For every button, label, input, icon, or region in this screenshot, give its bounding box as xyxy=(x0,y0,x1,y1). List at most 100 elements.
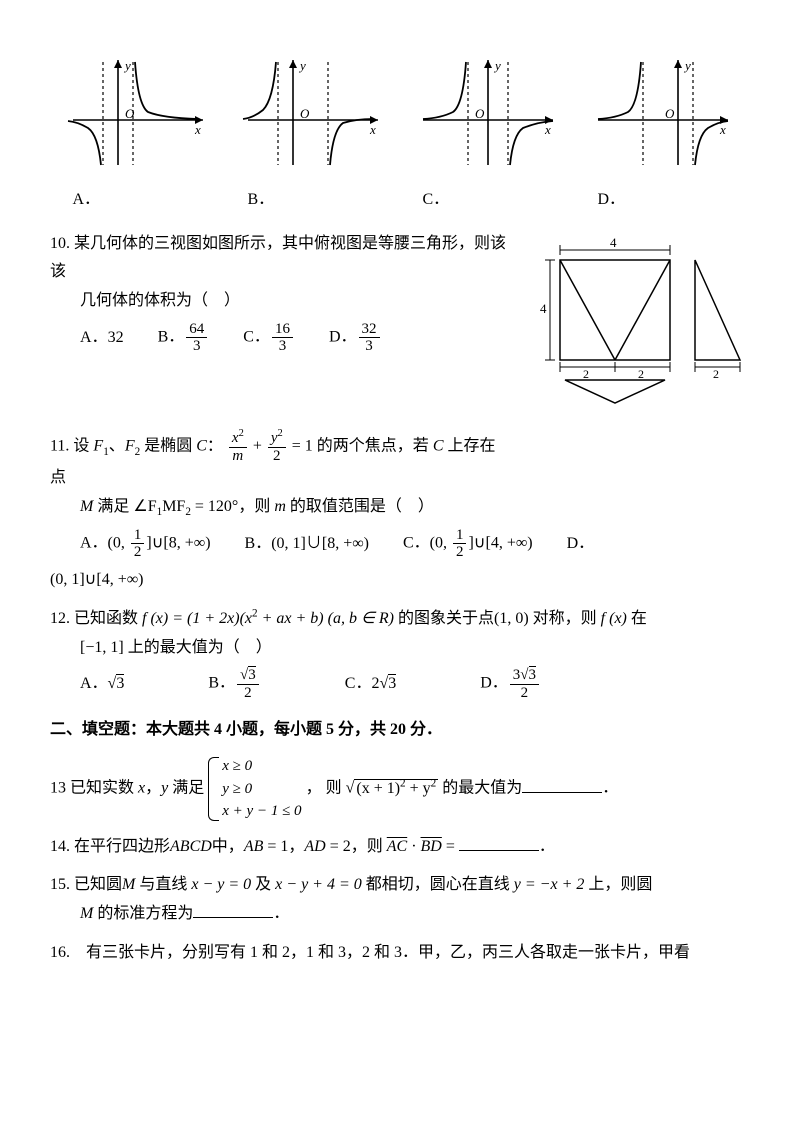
q13-sp: + y xyxy=(406,780,431,797)
q11-a-r: ]∪[8, +∞) xyxy=(146,535,210,552)
q11-line2: M 满足 ∠F1MF2 = 120°，则 m 的取值范围是（ ） xyxy=(50,493,750,522)
q11-angle: ∠F xyxy=(133,498,156,515)
q12-mid2: 的图象关于点 xyxy=(394,610,494,627)
q11-am: MF xyxy=(162,498,185,515)
q14-eq3: = xyxy=(442,838,459,855)
question-16: 16. 有三张卡片，分别写有 1 和 2，1 和 3，2 和 3．甲，乙，丙三人… xyxy=(50,939,750,968)
q13-mid: 满足 xyxy=(168,780,204,797)
q11-mid1: 是椭圆 xyxy=(144,438,192,455)
q15-l3: y = −x + 2 xyxy=(514,876,585,893)
q10-b-num: 64 xyxy=(186,321,207,339)
q11-opt-d: (0, 1]∪[4, +∞) xyxy=(50,571,143,588)
q14-prefix: 14. 在平行四边形 xyxy=(50,838,170,855)
q14-ab: AB xyxy=(244,838,264,855)
label-b: B． xyxy=(228,186,398,215)
q10-c-num: 16 xyxy=(272,321,293,339)
graph-d: O x y xyxy=(588,50,738,181)
q11-c-l: (0, xyxy=(430,535,451,552)
q14-vec2: BD xyxy=(421,838,442,855)
q15-and: 及 xyxy=(251,876,275,893)
q11-f2: F xyxy=(125,438,135,455)
q15-blank xyxy=(193,901,273,918)
q15-l2m: M xyxy=(80,905,93,922)
q11-a-n: 1 xyxy=(131,527,145,545)
q14-eq2: = 2，则 xyxy=(326,838,383,855)
q12-b-d: 2 xyxy=(237,685,259,702)
label-a: A． xyxy=(53,186,223,215)
q12-line2: [−1, 1] 上的最大值为（ ） xyxy=(50,634,750,663)
q12-c-s: 3 xyxy=(388,674,396,692)
label-d: D． xyxy=(578,186,748,215)
q13-tail: 的最大值为 xyxy=(442,780,522,797)
q11-f2d: 2 xyxy=(268,448,286,465)
q15-l2text: 的标准方程为 xyxy=(93,905,193,922)
svg-text:4: 4 xyxy=(610,235,617,250)
question-12: 12. 已知函数 f (x) = (1 + 2x)(x2 + ax + b) (… xyxy=(50,605,750,702)
q11-opt-d-line: (0, 1]∪[4, +∞) xyxy=(50,566,750,595)
q14-mid1: 中， xyxy=(212,838,244,855)
q11-options: A．(0, 12]∪[8, +∞) B．(0, 1]∪[8, +∞) C．(0,… xyxy=(50,527,750,561)
q13-period: ． xyxy=(602,780,618,797)
q11-a-d: 2 xyxy=(131,544,145,561)
svg-text:x: x xyxy=(719,122,726,137)
q11-sep: 、 xyxy=(109,438,125,455)
graph-labels: A． B． C． D． xyxy=(50,186,750,215)
svg-text:y: y xyxy=(298,58,306,73)
q15-prefix: 15. 已知圆 xyxy=(50,876,122,893)
q11-f2ns: 2 xyxy=(278,428,283,439)
q15-l1: x − y = 0 xyxy=(191,876,251,893)
q12-d-s: 3 xyxy=(529,666,537,683)
q11-f2-sub: 2 xyxy=(135,446,141,458)
q13-c1: x ≥ 0 xyxy=(222,758,252,774)
graphs-row: O x y O x y O xyxy=(50,50,750,181)
q11-opt-b: (0, 1]∪[8, +∞) xyxy=(271,535,369,552)
svg-text:2: 2 xyxy=(583,367,589,381)
q15-mid1: 与直线 xyxy=(135,876,191,893)
q12-mid4: 在 xyxy=(627,610,647,627)
q11-plus: + xyxy=(253,438,262,455)
q10-figure: 4 4 2 2 2 xyxy=(540,235,750,416)
section-2-title: 二、填空题：本大题共 4 小题，每小题 5 分，共 20 分． xyxy=(50,716,750,745)
q13-si: (x + 1) xyxy=(356,780,400,797)
q11-f1ns: 2 xyxy=(239,428,244,439)
q11-c: C xyxy=(196,438,207,455)
q11-f1n: x xyxy=(232,430,239,446)
q14-eq1: = 1， xyxy=(263,838,304,855)
q12-a: 3 xyxy=(116,674,124,692)
svg-text:O: O xyxy=(665,106,675,121)
q11-l2m: 满足 xyxy=(93,498,133,515)
q12-fx2: f (x) xyxy=(601,610,627,627)
q14-blank xyxy=(459,834,539,851)
svg-text:y: y xyxy=(123,58,131,73)
q11-f1: F xyxy=(93,438,103,455)
question-13: 13 已知实数 x，y 满足 x ≥ 0 y ≥ 0 x + y − 1 ≤ 0… xyxy=(50,755,750,823)
q12-prefix: 12. 已知函数 xyxy=(50,610,142,627)
q11-colon: ： xyxy=(207,438,223,455)
q11-dian: 点 xyxy=(50,464,750,493)
q11-f1d: m xyxy=(232,448,243,464)
q13-prefix: 13 已知实数 xyxy=(50,780,134,797)
question-14: 14. 在平行四边形ABCD中，AB = 1，AD = 2，则 AC · BD … xyxy=(50,833,750,862)
q13-comma: ， xyxy=(145,780,161,797)
q13-c2: y ≥ 0 xyxy=(222,781,252,797)
q12-b-n: 3 xyxy=(248,666,256,683)
svg-text:O: O xyxy=(300,106,310,121)
q13-cases: x ≥ 0 y ≥ 0 x + y − 1 ≤ 0 xyxy=(208,755,301,823)
q11-prefix: 11. 设 xyxy=(50,438,89,455)
svg-text:2: 2 xyxy=(638,367,644,381)
question-15: 15. 已知圆M 与直线 x − y = 0 及 x − y + 4 = 0 都… xyxy=(50,871,750,929)
q14-abcd: ABCD xyxy=(170,838,212,855)
q12-interval: [−1, 1] xyxy=(80,639,124,656)
q15-m: M xyxy=(122,876,135,893)
svg-text:y: y xyxy=(683,58,691,73)
q14-ad: AD xyxy=(304,838,325,855)
q15-line2: M 的标准方程为． xyxy=(50,900,750,929)
q11-m: M xyxy=(80,498,93,515)
graph-b: O x y xyxy=(238,50,388,181)
q10-b-den: 3 xyxy=(186,338,207,355)
svg-text:y: y xyxy=(493,58,501,73)
q12-fx: f (x) = (1 + 2x)(x xyxy=(142,610,252,627)
q15-l2: x − y + 4 = 0 xyxy=(275,876,362,893)
q10-d-den: 3 xyxy=(359,338,380,355)
svg-text:x: x xyxy=(369,122,376,137)
